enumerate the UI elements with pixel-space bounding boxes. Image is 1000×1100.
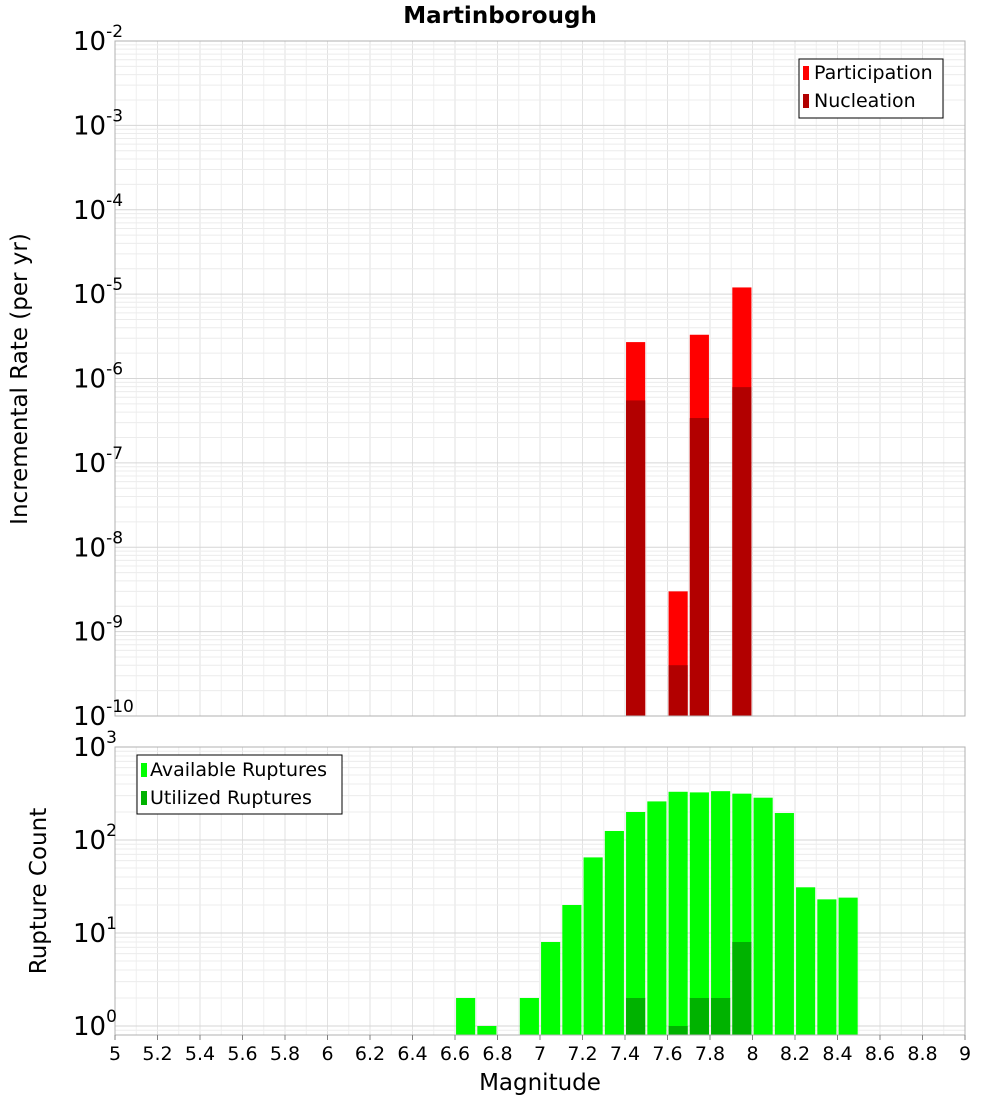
legend-participation-swatch — [803, 66, 809, 80]
bottom-bar-available-ruptures — [668, 791, 688, 1035]
x-tick-label: 6 — [321, 1043, 333, 1065]
bottom-y-tick-labels: 100 101 102 103 — [73, 728, 117, 1042]
x-tick-label: 6.6 — [440, 1043, 470, 1065]
top-legend-box — [798, 58, 944, 119]
x-tick-label: 8.4 — [822, 1043, 852, 1065]
top-y-tick-label: 10-6 — [73, 360, 123, 395]
top-y-tick-label: 10-9 — [73, 613, 123, 648]
chart-title: Martinborough — [403, 3, 597, 29]
legend-available-label: Available Ruptures — [150, 759, 327, 781]
bottom-bar-available-ruptures — [774, 813, 794, 1035]
bottom-y-tick-label: 102 — [73, 821, 117, 856]
bottom-bar-available-ruptures — [456, 997, 476, 1035]
x-tick-label: 7.8 — [695, 1043, 725, 1065]
top-plot-frame — [114, 40, 966, 717]
top-y-tick-label: 10-10 — [73, 697, 134, 732]
x-tick-label: 5 — [109, 1043, 121, 1065]
bottom-bar-available-ruptures — [796, 887, 816, 1035]
top-grid — [114, 41, 966, 717]
bottom-bar-available-ruptures — [604, 830, 624, 1035]
top-bar-nucleation — [689, 418, 709, 716]
bottom-legend: Available Ruptures Utilized Ruptures — [136, 754, 343, 815]
bottom-bar-available-ruptures — [689, 792, 709, 1035]
legend-nucleation-label: Nucleation — [814, 90, 916, 112]
top-y-tick-label: 10-8 — [73, 528, 123, 563]
bottom-bar-available-ruptures — [626, 812, 646, 1035]
x-tick-label: 8.6 — [865, 1043, 895, 1065]
bottom-bars — [456, 791, 858, 1035]
bottom-bar-available-ruptures — [817, 899, 837, 1035]
x-tick-label: 8.8 — [907, 1043, 937, 1065]
x-tick-label: 7.2 — [567, 1043, 597, 1065]
bottom-bar-available-ruptures — [477, 1025, 497, 1035]
x-tick-label: 7 — [534, 1043, 546, 1065]
bottom-bar-available-ruptures — [519, 997, 539, 1035]
x-tick-label: 6.8 — [482, 1043, 512, 1065]
bottom-bar-available-ruptures — [753, 797, 773, 1035]
legend-utilized-swatch — [141, 791, 147, 805]
bottom-bar-utilized-ruptures — [626, 997, 646, 1035]
top-y-tick-label: 10-7 — [73, 444, 123, 479]
bottom-y-tick-label: 103 — [73, 728, 117, 763]
legend-nucleation-swatch — [803, 94, 809, 108]
x-tick-label: 5.4 — [185, 1043, 215, 1065]
x-tick-label: 8.2 — [780, 1043, 810, 1065]
bottom-y-tick-label: 101 — [73, 914, 117, 949]
bottom-bar-utilized-ruptures — [711, 997, 731, 1035]
bottom-bar-available-ruptures — [647, 801, 667, 1035]
top-y-tick-label: 10-2 — [73, 22, 123, 57]
bottom-bar-available-ruptures — [711, 791, 731, 1035]
x-tick-label: 5.8 — [270, 1043, 300, 1065]
top-y-tick-labels: 10-10 10-9 10-8 10-7 10-6 10-5 10-4 10-3 10-2 — [73, 22, 134, 732]
top-bar-nucleation — [668, 665, 688, 716]
bottom-bar-available-ruptures — [541, 942, 561, 1035]
legend-utilized-label: Utilized Ruptures — [150, 787, 312, 809]
bottom-bar-available-ruptures — [583, 857, 603, 1035]
bottom-bar-utilized-ruptures — [668, 1025, 688, 1035]
x-tick-label: 5.6 — [227, 1043, 257, 1065]
bottom-y-axis-label: Rupture Count — [26, 808, 52, 974]
bottom-plot: 100 101 102 103 5 5.2 5.4 5.6 5.8 6 6.2 6.4 6.6 6.8 7… — [26, 728, 971, 1096]
x-tick-label: 7.6 — [652, 1043, 682, 1065]
top-plot: 10-10 10-9 10-8 10-7 10-6 10-5 10-4 10-3 10-2 In… — [7, 22, 966, 732]
x-tick-label: 7.4 — [610, 1043, 640, 1065]
x-tick-label: 9 — [959, 1043, 971, 1065]
top-bar-nucleation — [732, 387, 752, 716]
top-y-tick-label: 10-4 — [73, 191, 123, 226]
x-tick-label: 5.2 — [142, 1043, 172, 1065]
x-tick-labels: 5 5.2 5.4 5.6 5.8 6 6.2 6.4 6.6 6.8 7 7.2 7.4 7.6 7.8 8… — [109, 1035, 971, 1065]
x-tick-label: 6.4 — [397, 1043, 427, 1065]
top-bar-nucleation — [626, 400, 646, 716]
top-legend: Participation Nucleation — [798, 58, 944, 119]
bottom-legend-box — [136, 754, 343, 815]
bottom-y-tick-label: 100 — [73, 1007, 117, 1042]
bottom-bar-utilized-ruptures — [732, 942, 752, 1035]
bottom-bar-available-ruptures — [838, 897, 858, 1035]
x-tick-label: 6.2 — [355, 1043, 385, 1065]
x-axis-label: Magnitude — [479, 1070, 601, 1096]
bottom-bar-utilized-ruptures — [689, 997, 709, 1035]
top-bars — [626, 287, 752, 716]
top-y-axis-label: Incremental Rate (per yr) — [7, 233, 33, 525]
bottom-bar-available-ruptures — [562, 905, 582, 1035]
legend-available-swatch — [141, 763, 147, 777]
top-y-tick-label: 10-3 — [73, 106, 123, 141]
top-y-tick-label: 10-5 — [73, 275, 123, 310]
x-tick-label: 8 — [746, 1043, 758, 1065]
legend-participation-label: Participation — [814, 62, 933, 84]
